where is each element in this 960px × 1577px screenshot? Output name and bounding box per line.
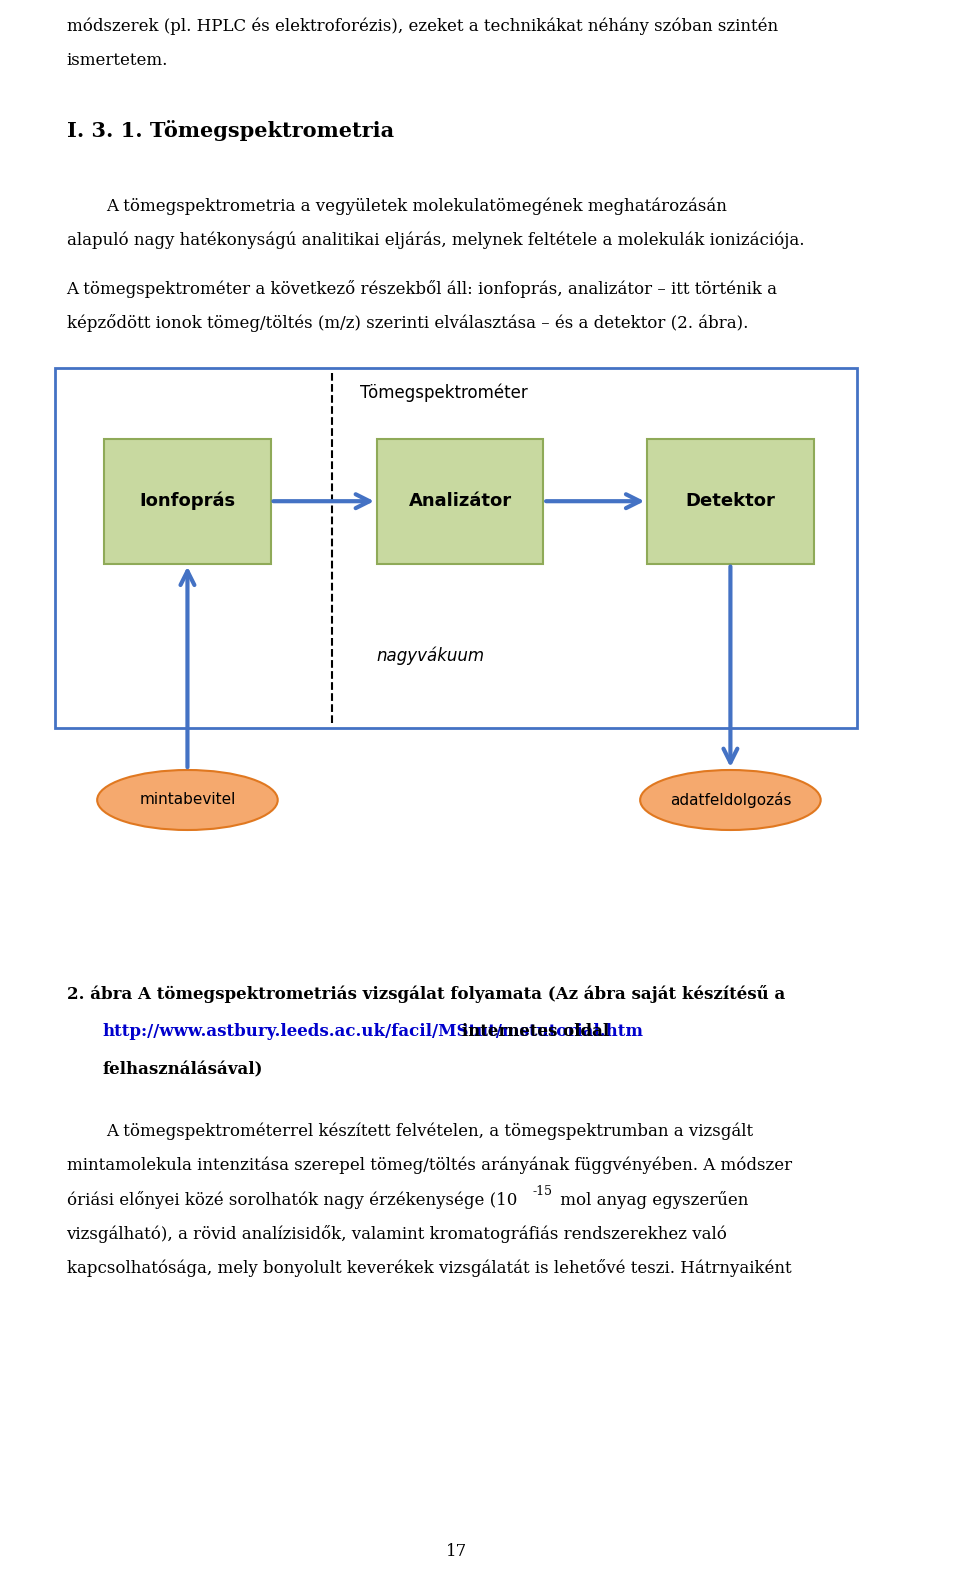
- Bar: [647, 438, 813, 563]
- Text: I. 3. 1. Tömegspektrometria: I. 3. 1. Tömegspektrometria: [66, 120, 394, 140]
- Text: vizsgálható), a rövid analízisidők, valamint kromatográfiás rendszerekhez való: vizsgálható), a rövid analízisidők, vala…: [66, 1225, 728, 1243]
- Text: A tömegspektrométer a következő részekből áll: ionfорrás, analizátor – itt törté: A tömegspektrométer a következő részekbő…: [66, 281, 778, 298]
- Bar: [377, 438, 543, 563]
- Text: kapcsolhatósága, mely bonyolult keverékek vizsgálatát is lehetővé teszi. Hátrnya: kapcsolhatósága, mely bonyolult keveréke…: [66, 1258, 791, 1277]
- Text: mintabevitel: mintabevitel: [139, 793, 235, 807]
- Text: módszerek (pl. HPLC és elektroforézis), ezeket a technikákat néhány szóban szint: módszerek (pl. HPLC és elektroforézis), …: [66, 17, 778, 36]
- Text: Detektor: Detektor: [685, 492, 776, 511]
- Text: 17: 17: [445, 1544, 467, 1561]
- Text: internetes oldal: internetes oldal: [456, 1023, 610, 1039]
- Text: http://www.astbury.leeds.ac.uk/facil/MStut/mstutorial.htm: http://www.astbury.leeds.ac.uk/facil/MSt…: [103, 1023, 643, 1039]
- Ellipse shape: [640, 770, 821, 830]
- Text: mol anyag egyszerűen: mol anyag egyszerűen: [555, 1191, 749, 1210]
- Text: Analizátor: Analizátor: [409, 492, 512, 511]
- Text: mintamolekula intenzitása szerepel tömeg/töltés arányának függvényében. A módsze: mintamolekula intenzitása szerepel tömeg…: [66, 1158, 792, 1175]
- Text: nagyvákuum: nagyvákuum: [376, 647, 484, 665]
- Text: A tömegspektrometria a vegyületek molekulatömegének meghatározásán: A tömegspektrometria a vegyületek moleku…: [107, 199, 728, 216]
- Text: Ionfорrás: Ionfорrás: [139, 492, 235, 511]
- Text: Tömegspektrométer: Tömegspektrométer: [360, 385, 528, 402]
- Text: képződött ionok tömeg/töltés (m/z) szerinti elválasztása – és a detektor (2. ábr: képződött ionok tömeg/töltés (m/z) szeri…: [66, 314, 748, 333]
- Text: 2. ábra A tömegspektrometriás vizsgálat folyamata (Az ábra saját készítésű a: 2. ábra A tömegspektrometriás vizsgálat …: [66, 986, 784, 1003]
- Text: adatfeldolgozás: adatfeldolgozás: [670, 792, 791, 807]
- Ellipse shape: [97, 770, 277, 830]
- Text: ismertetem.: ismertetem.: [66, 52, 168, 69]
- Text: A tömegspektrométerrel készített felvételen, a tömegspektrumban a vizsgált: A tömegspektrométerrel készített felvéte…: [107, 1123, 754, 1140]
- Bar: [55, 367, 857, 729]
- Text: óriási előnyei közé sorolhatók nagy érzékenysége (10: óriási előnyei közé sorolhatók nagy érzé…: [66, 1191, 516, 1210]
- Text: alapuló nagy hatékonyságú analitikai eljárás, melynek feltétele a molekulák ioni: alapuló nagy hatékonyságú analitikai elj…: [66, 232, 804, 249]
- Text: felhasználásával): felhasználásával): [103, 1061, 263, 1079]
- Text: -15: -15: [532, 1184, 552, 1199]
- Bar: [105, 438, 271, 563]
